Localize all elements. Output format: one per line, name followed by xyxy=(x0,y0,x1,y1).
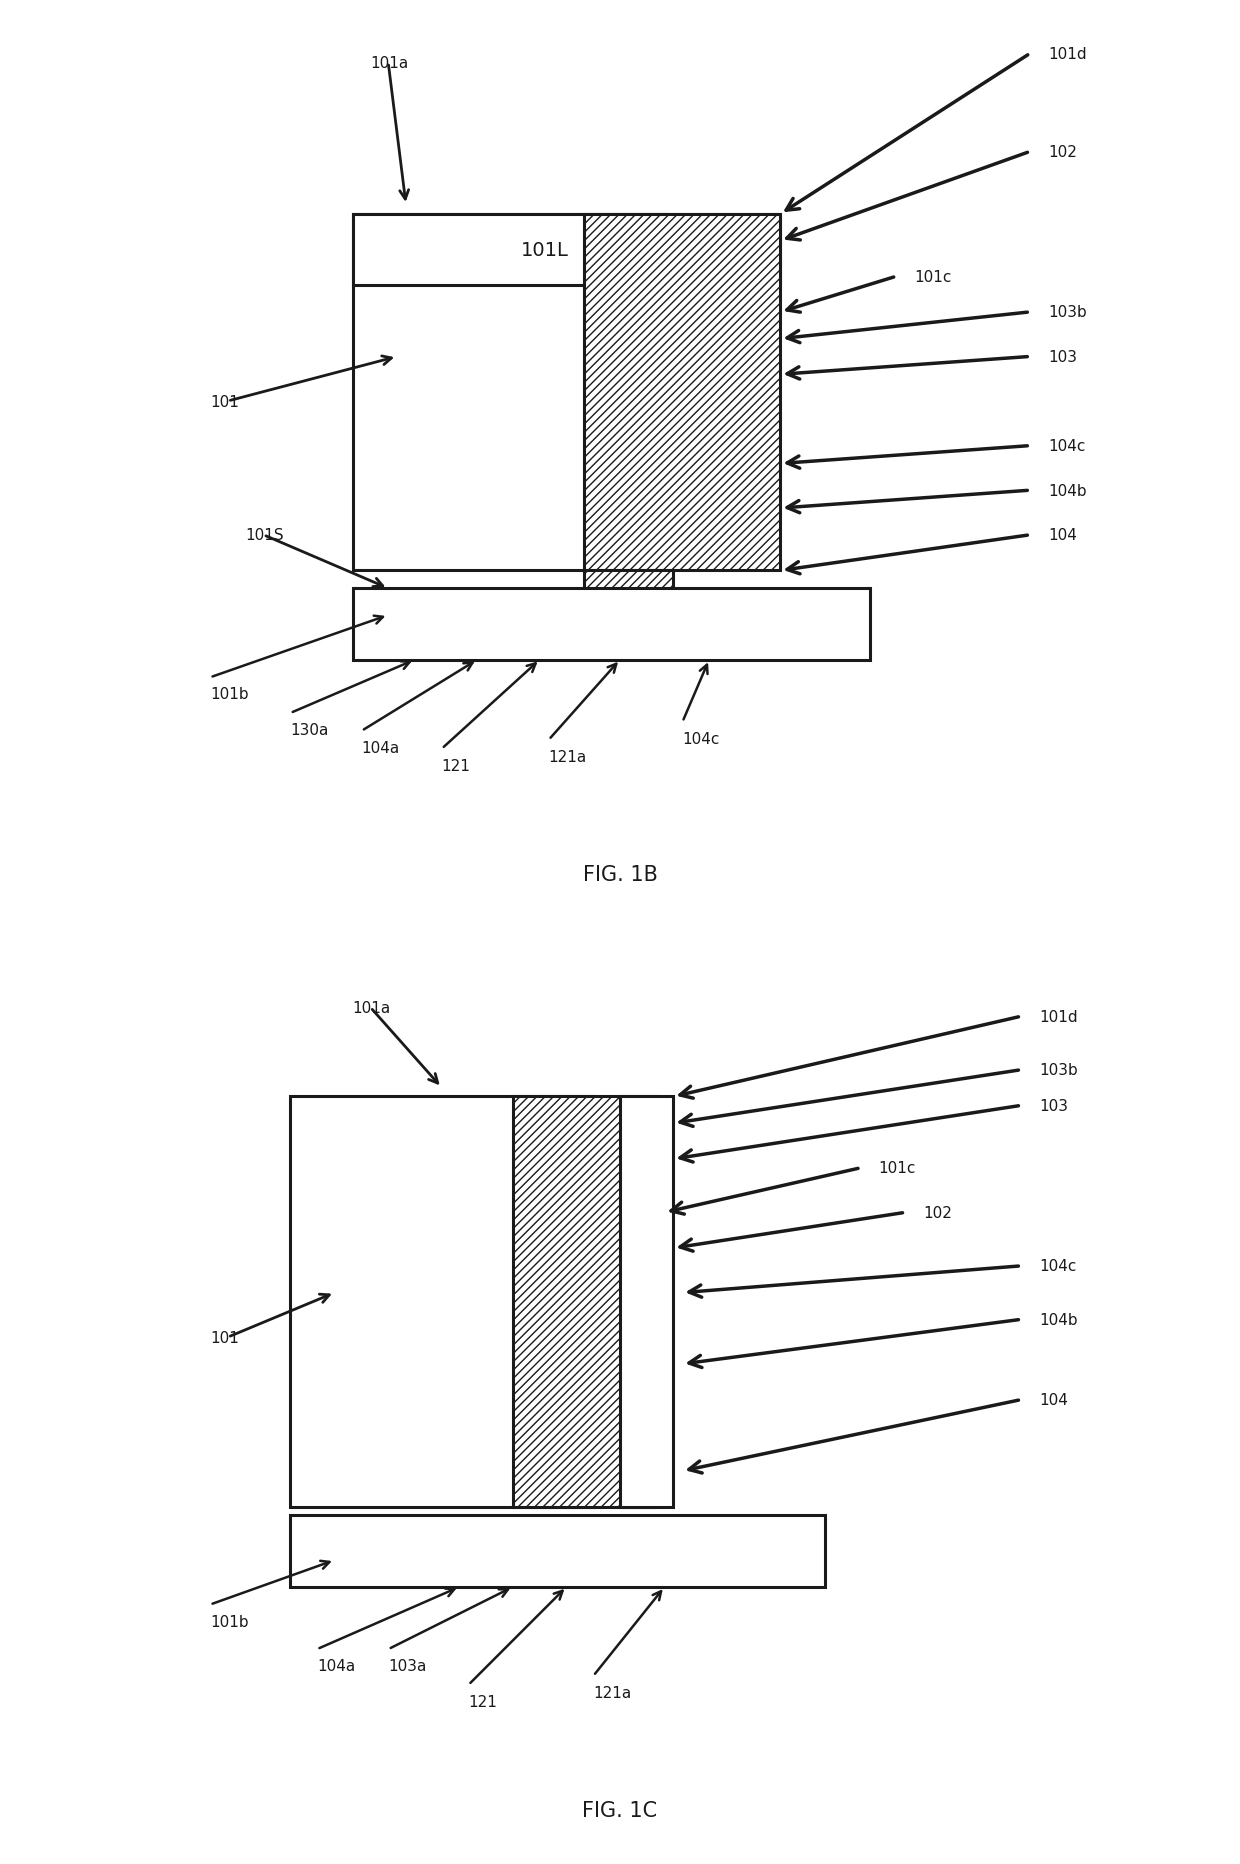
Text: 121a: 121a xyxy=(593,1685,631,1700)
Text: 104b: 104b xyxy=(1048,483,1086,498)
Text: 101a: 101a xyxy=(352,1001,391,1016)
Text: 104c: 104c xyxy=(682,731,719,746)
Text: 104a: 104a xyxy=(317,1659,355,1674)
Text: 104c: 104c xyxy=(1048,438,1085,453)
Text: 130a: 130a xyxy=(290,723,329,738)
Bar xyxy=(352,589,869,660)
Text: 104: 104 xyxy=(1048,528,1076,542)
Text: FIG. 1B: FIG. 1B xyxy=(583,865,657,884)
Bar xyxy=(513,1096,656,1506)
Bar xyxy=(620,1096,673,1506)
Text: 103a: 103a xyxy=(388,1659,427,1674)
Text: 101L: 101L xyxy=(521,240,569,259)
Bar xyxy=(352,214,665,570)
Text: 104c: 104c xyxy=(1039,1258,1076,1273)
Text: 101c: 101c xyxy=(879,1161,916,1176)
Text: 102: 102 xyxy=(923,1206,952,1221)
Text: 101S: 101S xyxy=(246,528,284,542)
Bar xyxy=(584,214,780,570)
Text: 121: 121 xyxy=(469,1694,497,1709)
Text: 104: 104 xyxy=(1039,1392,1068,1407)
Text: 101d: 101d xyxy=(1039,1008,1078,1023)
Text: 121: 121 xyxy=(441,759,470,774)
Text: 101: 101 xyxy=(210,1329,239,1346)
Bar xyxy=(290,1096,593,1506)
Text: 103: 103 xyxy=(1039,1098,1068,1113)
Bar xyxy=(352,214,780,285)
Text: 102: 102 xyxy=(1048,145,1076,160)
Text: FIG. 1C: FIG. 1C xyxy=(583,1801,657,1819)
Text: 101b: 101b xyxy=(210,688,248,703)
Text: 101a: 101a xyxy=(371,56,409,71)
Text: 101d: 101d xyxy=(1048,47,1086,62)
Text: 103b: 103b xyxy=(1039,1062,1078,1077)
Bar xyxy=(584,570,673,615)
Text: 101: 101 xyxy=(210,395,239,410)
Text: 101c: 101c xyxy=(914,270,951,285)
Text: 121a: 121a xyxy=(548,749,587,764)
Text: 103: 103 xyxy=(1048,350,1078,365)
Text: 103b: 103b xyxy=(1048,306,1086,321)
Bar xyxy=(290,1515,825,1586)
Text: 104b: 104b xyxy=(1039,1312,1078,1327)
Text: 104a: 104a xyxy=(361,740,399,755)
Text: 101b: 101b xyxy=(210,1614,248,1629)
